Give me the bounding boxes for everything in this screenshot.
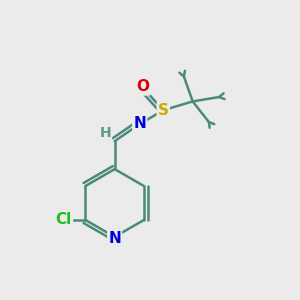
Text: O: O	[136, 80, 149, 94]
Text: S: S	[158, 103, 169, 118]
Text: H: H	[99, 126, 111, 140]
Text: N: N	[108, 231, 121, 246]
Text: N: N	[133, 116, 146, 131]
Text: Cl: Cl	[56, 212, 72, 227]
